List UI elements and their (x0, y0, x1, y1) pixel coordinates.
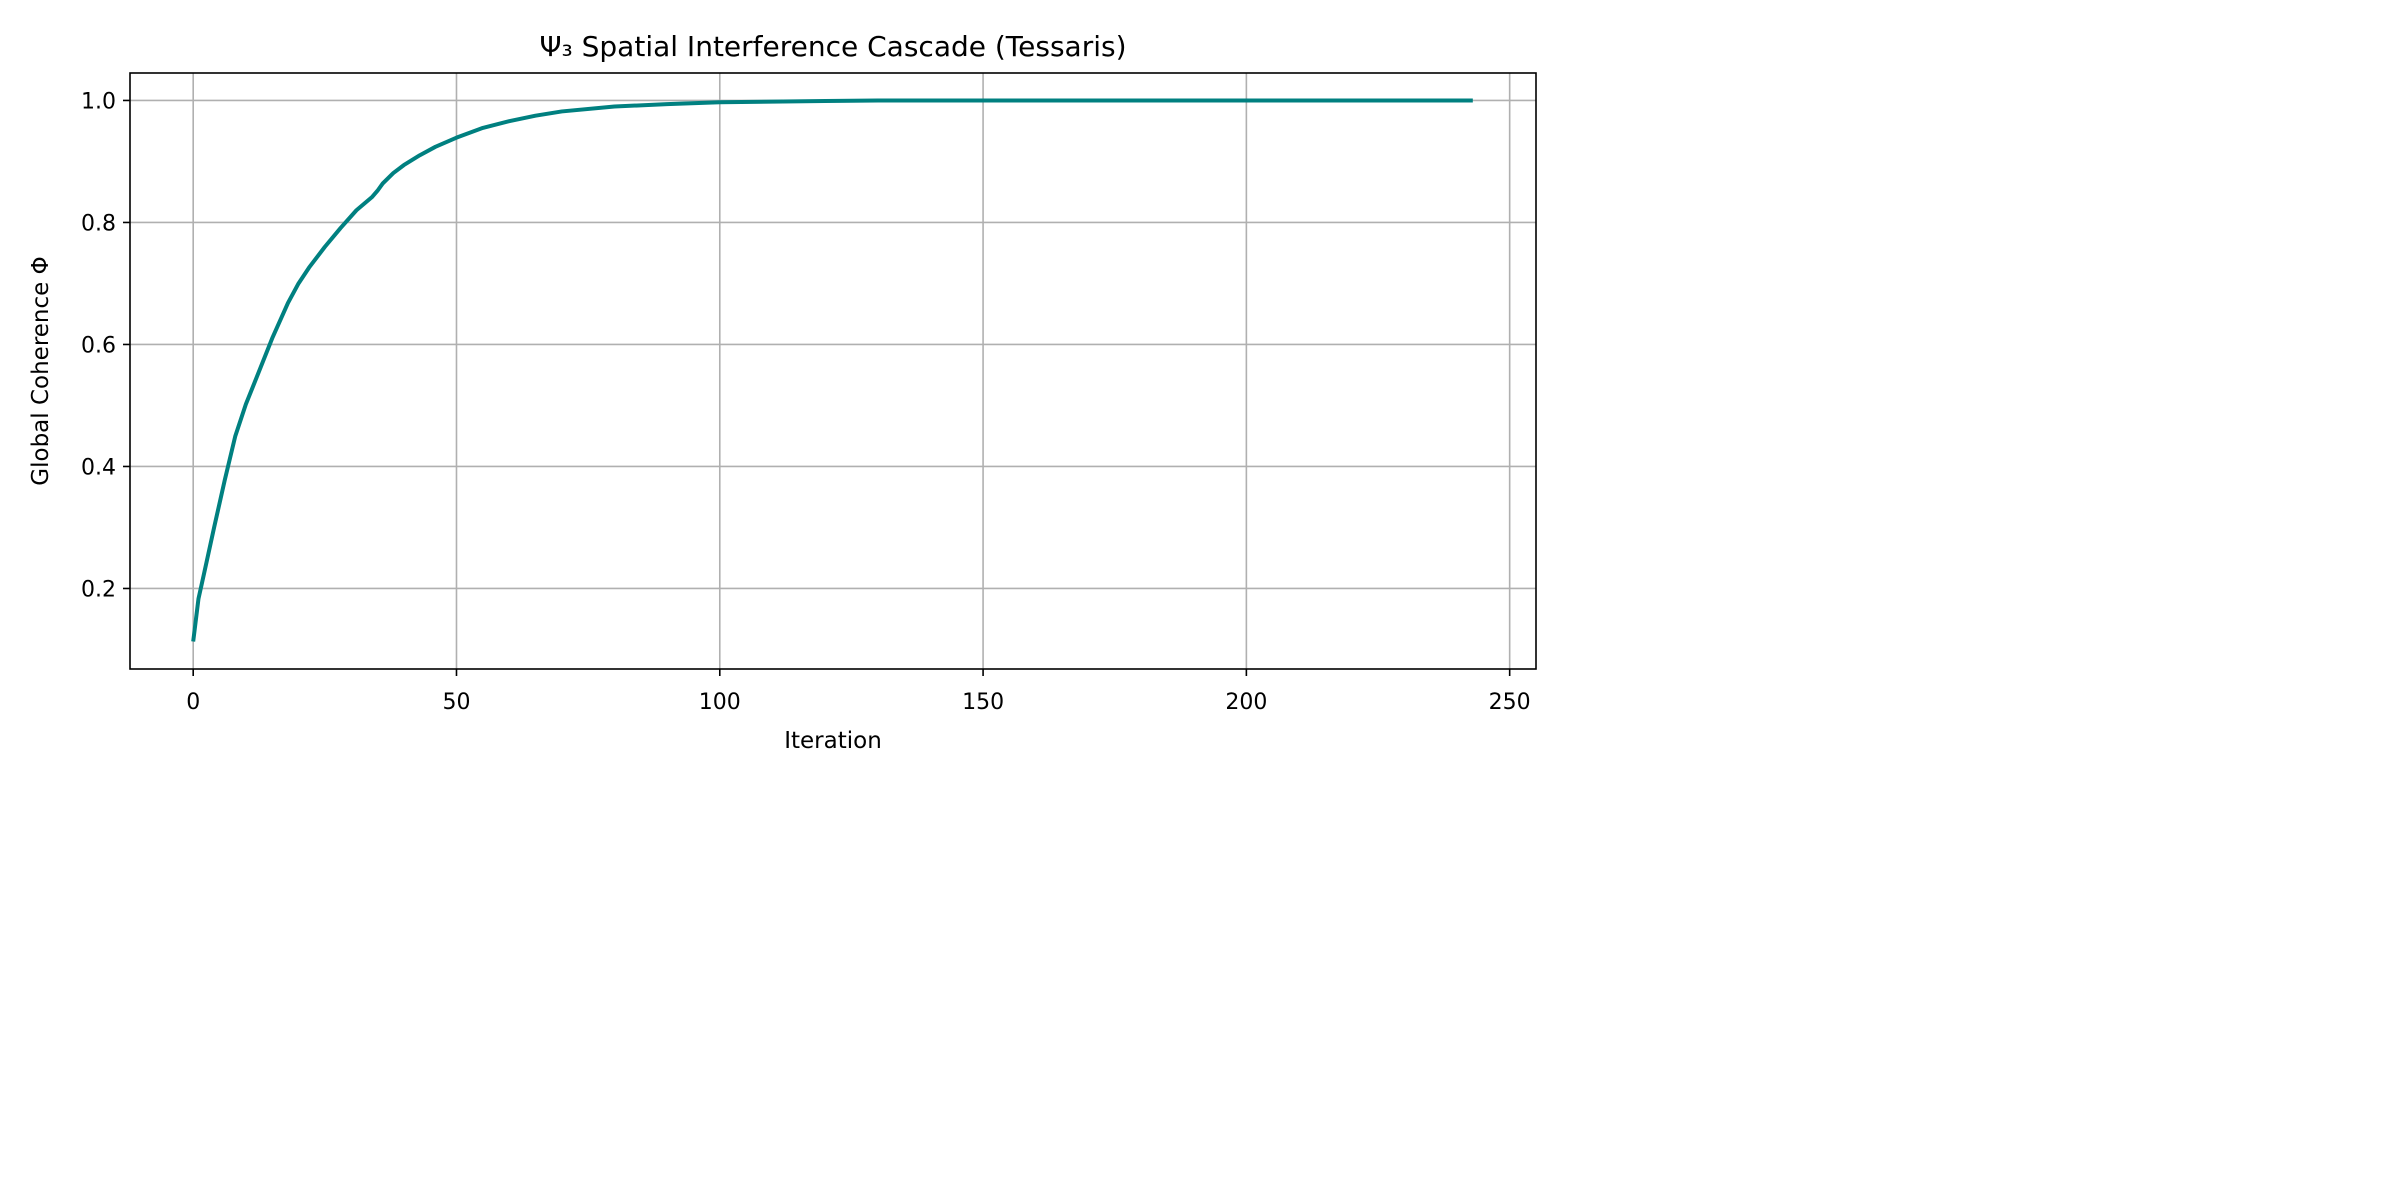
y-tick-label: 0.8 (81, 211, 116, 236)
x-tick-label: 50 (442, 690, 470, 715)
chart-title: Ψ₃ Spatial Interference Cascade (Tessari… (539, 30, 1126, 63)
y-tick-label: 0.2 (81, 577, 116, 602)
x-tick-label: 250 (1489, 690, 1531, 715)
plot-frame (129, 72, 1537, 670)
x-axis-ticks: 0 50 100 150 200 250 (186, 669, 1531, 715)
y-axis-ticks: 0.2 0.4 0.6 0.8 1.0 (81, 89, 130, 602)
figure-background (0, 0, 1568, 784)
y-tick-label: 1.0 (81, 89, 116, 114)
y-tick-label: 0.6 (81, 333, 116, 358)
x-tick-label: 0 (186, 690, 200, 715)
x-axis-label: Iteration (784, 728, 882, 754)
series-line-coherence (191, 98, 1473, 642)
grid-lines (130, 73, 1536, 669)
y-axis-label: Global Coherence Φ (28, 256, 54, 485)
x-tick-label: 200 (1225, 690, 1267, 715)
y-tick-label: 0.4 (81, 455, 116, 480)
x-tick-label: 100 (699, 690, 741, 715)
chart-figure: Ψ₃ Spatial Interference Cascade (Tessari… (0, 0, 1568, 784)
series-group (191, 98, 1473, 642)
line-chart: Ψ₃ Spatial Interference Cascade (Tessari… (0, 0, 1568, 784)
x-tick-label: 150 (962, 690, 1004, 715)
